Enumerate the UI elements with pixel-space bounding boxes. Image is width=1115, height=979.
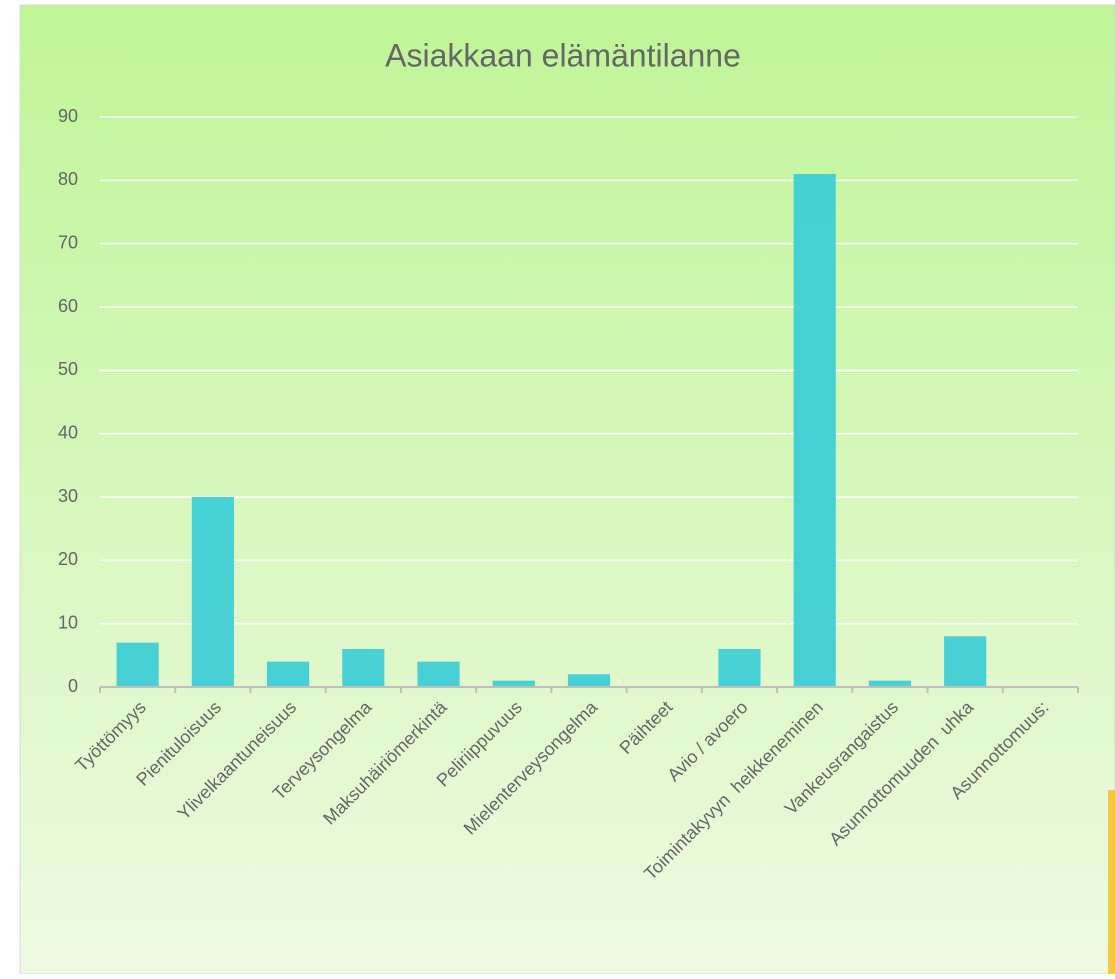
bar [868, 680, 911, 687]
bar [944, 636, 987, 687]
bar [718, 649, 761, 687]
y-tick-label: 40 [58, 422, 78, 442]
decoration [1108, 790, 1115, 974]
y-tick-label: 20 [58, 549, 78, 569]
chart-area [19, 4, 1115, 975]
y-tick-label: 60 [58, 296, 78, 316]
chart-title: Asiakkaan elämäntilanne [385, 37, 741, 73]
y-tick-label: 90 [58, 106, 78, 126]
y-tick-label: 30 [58, 486, 78, 506]
bar [191, 497, 234, 687]
bar [567, 674, 611, 687]
y-tick-label: 70 [58, 232, 78, 252]
bar [116, 642, 159, 687]
bar [492, 680, 535, 687]
y-tick-label: 0 [68, 676, 78, 696]
bar [417, 661, 460, 687]
y-tick-label: 10 [58, 612, 78, 632]
y-tick-label: 80 [58, 169, 78, 189]
bar [267, 661, 310, 687]
y-tick-label: 50 [58, 359, 78, 379]
bar [793, 174, 836, 687]
bar [342, 649, 385, 687]
